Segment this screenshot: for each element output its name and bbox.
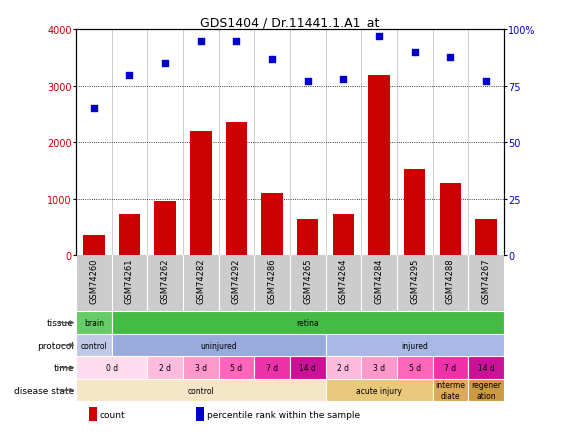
Text: injured: injured: [401, 341, 428, 350]
Bar: [254, 357, 290, 379]
Text: 5 d: 5 d: [409, 363, 421, 372]
Bar: [154, 201, 176, 255]
Text: GSM74260: GSM74260: [90, 258, 99, 303]
Text: GSM74288: GSM74288: [446, 258, 455, 304]
Bar: [76, 379, 325, 401]
Text: GSM74292: GSM74292: [232, 258, 241, 303]
Bar: [325, 379, 432, 401]
Text: acute injury: acute injury: [356, 386, 402, 395]
Point: [446, 54, 455, 61]
Text: 7 d: 7 d: [266, 363, 278, 372]
Bar: [261, 194, 283, 255]
Point: [481, 79, 490, 85]
Bar: [119, 215, 140, 255]
Text: 14 d: 14 d: [477, 363, 494, 372]
Bar: [361, 357, 397, 379]
Text: 2 d: 2 d: [337, 363, 350, 372]
Text: time: time: [53, 363, 74, 372]
Text: GSM74286: GSM74286: [267, 258, 276, 304]
Text: uninjured: uninjured: [200, 341, 237, 350]
Text: 0 d: 0 d: [106, 363, 118, 372]
Text: 2 d: 2 d: [159, 363, 171, 372]
Text: brain: brain: [84, 318, 104, 327]
Bar: [475, 219, 497, 255]
Text: GSM74295: GSM74295: [410, 258, 419, 303]
Bar: [290, 357, 325, 379]
Point: [90, 105, 99, 112]
Point: [374, 34, 383, 41]
Point: [125, 72, 134, 79]
Bar: [468, 379, 504, 401]
Bar: [218, 357, 254, 379]
Point: [303, 79, 312, 85]
Text: 3 d: 3 d: [195, 363, 207, 372]
Text: 5 d: 5 d: [230, 363, 243, 372]
Bar: [76, 312, 111, 334]
Text: GSM74264: GSM74264: [339, 258, 348, 303]
Text: control: control: [187, 386, 214, 395]
Bar: [111, 334, 325, 357]
Bar: [226, 123, 247, 255]
Title: GDS1404 / Dr.11441.1.A1_at: GDS1404 / Dr.11441.1.A1_at: [200, 16, 379, 29]
Text: 3 d: 3 d: [373, 363, 385, 372]
Bar: [83, 236, 105, 255]
Point: [339, 76, 348, 83]
Bar: [432, 357, 468, 379]
Text: 7 d: 7 d: [444, 363, 457, 372]
Bar: [297, 219, 319, 255]
Bar: [76, 357, 148, 379]
Point: [410, 49, 419, 56]
Bar: [183, 357, 218, 379]
Point: [232, 38, 241, 45]
Bar: [76, 334, 111, 357]
Text: GSM74267: GSM74267: [481, 258, 490, 304]
Text: interme
diate: interme diate: [435, 381, 466, 400]
Text: percentile rank within the sample: percentile rank within the sample: [207, 410, 360, 419]
Bar: [404, 170, 426, 255]
Text: GSM74284: GSM74284: [374, 258, 383, 303]
Text: regener
ation: regener ation: [471, 381, 501, 400]
Bar: [432, 379, 468, 401]
Text: disease state: disease state: [14, 386, 74, 395]
Point: [267, 56, 276, 63]
Bar: [333, 215, 354, 255]
Text: 14 d: 14 d: [300, 363, 316, 372]
Bar: [325, 357, 361, 379]
Bar: [89, 407, 96, 421]
Point: [196, 38, 205, 45]
Text: GSM74265: GSM74265: [303, 258, 312, 303]
Text: GSM74262: GSM74262: [160, 258, 169, 303]
Point: [160, 61, 169, 68]
Text: control: control: [81, 341, 107, 350]
Text: GSM74282: GSM74282: [196, 258, 205, 303]
Text: count: count: [100, 410, 125, 419]
Bar: [468, 357, 504, 379]
Bar: [148, 357, 183, 379]
Bar: [325, 334, 504, 357]
Bar: [190, 132, 212, 255]
Bar: [397, 357, 432, 379]
Text: retina: retina: [296, 318, 319, 327]
Bar: [440, 183, 461, 255]
Text: GSM74261: GSM74261: [125, 258, 134, 303]
Bar: [368, 76, 390, 255]
Text: protocol: protocol: [37, 341, 74, 350]
Bar: [196, 407, 203, 421]
Text: tissue: tissue: [47, 318, 74, 327]
